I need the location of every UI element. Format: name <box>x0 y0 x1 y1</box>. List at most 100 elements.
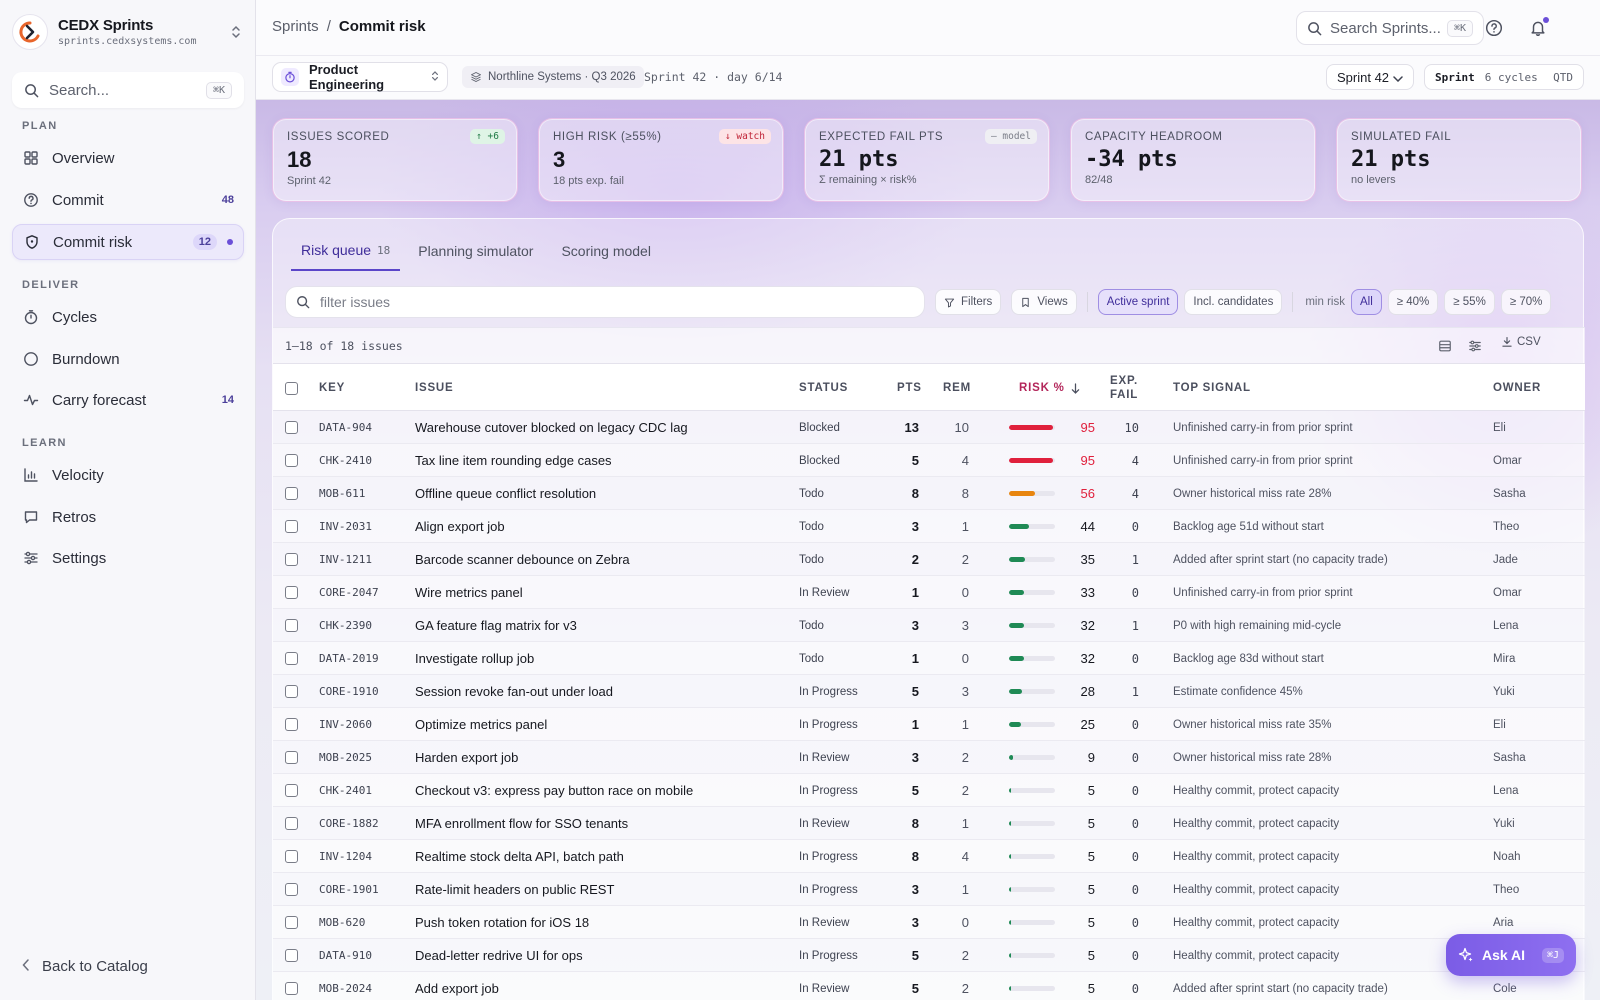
table-row[interactable]: CORE-1882 MFA enrollment flow for SSO ten… <box>273 807 1585 840</box>
table-row[interactable]: CHK-2401 Checkout v3: express pay button … <box>273 774 1585 807</box>
row-checkbox[interactable] <box>285 741 298 774</box>
row-checkbox[interactable] <box>285 609 298 642</box>
col-key[interactable]: KEY <box>319 382 346 394</box>
table-row[interactable]: DATA-904 Warehouse cutover blocked on leg… <box>273 411 1585 444</box>
table-row[interactable]: INV-1211 Barcode scanner debounce on Zebr… <box>273 543 1585 576</box>
issue-title[interactable]: Warehouse cutover blocked on legacy CDC … <box>415 420 688 435</box>
col-status[interactable]: STATUS <box>799 382 849 394</box>
row-checkbox[interactable] <box>285 675 298 708</box>
issue-title[interactable]: Tax line item rounding edge cases <box>415 453 612 468</box>
issue-title[interactable]: Offline queue conflict resolution <box>415 486 597 501</box>
issue-title[interactable]: Session revoke fan-out under load <box>415 684 614 699</box>
risk-chip-40[interactable]: ≥ 40% <box>1387 289 1439 315</box>
active-sprint-toggle[interactable]: Active sprint <box>1097 289 1179 315</box>
issue-key[interactable]: INV-1204 <box>319 850 372 863</box>
risk-chip-55[interactable]: ≥ 55% <box>1444 289 1495 315</box>
issue-title[interactable]: Investigate rollup job <box>415 651 535 666</box>
sidebar-item-cycles[interactable]: Cycles <box>12 299 244 335</box>
row-checkbox[interactable] <box>285 444 298 477</box>
sidebar-item-commit[interactable]: Commit 48 <box>12 182 244 218</box>
issue-key[interactable]: INV-2060 <box>319 718 372 731</box>
risk-chip-70[interactable]: ≥ 70% <box>1500 289 1552 315</box>
sidebar-item-carry-forecast[interactable]: Carry forecast 14 <box>12 382 244 418</box>
table-row[interactable]: CORE-1901 Rate-limit headers on public RE… <box>273 873 1585 906</box>
issue-key[interactable]: DATA-904 <box>319 421 372 434</box>
team-selector[interactable]: Product Engineering <box>272 62 448 92</box>
issue-title[interactable]: Align export job <box>415 519 505 534</box>
col-exp-fail[interactable]: EXP. FAIL <box>1109 364 1139 412</box>
sidebar-item-commit-risk[interactable]: Commit risk 12 <box>12 224 244 260</box>
issue-title[interactable]: Optimize metrics panel <box>415 717 548 732</box>
issue-key[interactable]: DATA-2019 <box>319 652 379 665</box>
row-checkbox[interactable] <box>285 708 298 741</box>
views-button[interactable]: Views <box>1011 289 1077 315</box>
issue-key[interactable]: INV-1211 <box>319 553 372 566</box>
back-to-catalog-link[interactable]: Back to Catalog <box>22 958 148 975</box>
issue-key[interactable]: CORE-1882 <box>319 817 379 830</box>
issue-key[interactable]: CORE-1901 <box>319 883 379 896</box>
row-checkbox[interactable] <box>285 840 298 873</box>
issue-title[interactable]: Push token rotation for iOS 18 <box>415 915 590 930</box>
table-row[interactable]: CHK-2410 Tax line item rounding edge case… <box>273 444 1585 477</box>
table-row[interactable]: DATA-2019 Investigate rollup job Todo 1 0 32 0… <box>273 642 1585 675</box>
col-risk[interactable]: RISK % <box>1019 364 1080 412</box>
issue-key[interactable]: CORE-1910 <box>319 685 379 698</box>
issue-key[interactable]: MOB-611 <box>319 487 366 500</box>
tab-risk-queue[interactable]: Risk queue 18 <box>291 231 401 271</box>
table-row[interactable]: INV-2060 Optimize metrics panel In Progres… <box>273 708 1585 741</box>
risk-chip-all[interactable]: All <box>1350 289 1382 315</box>
col-rem[interactable]: REM <box>943 382 971 394</box>
issue-key[interactable]: CHK-2401 <box>319 784 372 797</box>
row-checkbox[interactable] <box>285 576 298 609</box>
table-row[interactable]: INV-2031 Align export job Todo 3 1 44 0 Backlog… <box>273 510 1585 543</box>
sidebar-item-retros[interactable]: Retros <box>12 499 244 535</box>
issue-title[interactable]: MFA enrollment flow for SSO tenants <box>415 816 629 831</box>
table-row[interactable]: CHK-2390 GA feature flag matrix for v3 Tod… <box>273 609 1585 642</box>
table-row[interactable]: CORE-2047 Wire metrics panel In Review 1 0 33… <box>273 576 1585 609</box>
row-checkbox[interactable] <box>285 906 298 939</box>
incl-candidates-toggle[interactable]: Incl. candidates <box>1184 289 1283 315</box>
row-checkbox[interactable] <box>285 411 298 444</box>
col-pts[interactable]: PTS <box>897 382 922 394</box>
issue-key[interactable]: INV-2031 <box>319 520 372 533</box>
filter-input[interactable]: filter issues <box>285 286 925 318</box>
global-search[interactable]: Search Sprints... ⌘K <box>1296 11 1484 45</box>
issue-title[interactable]: Dead-letter redrive UI for ops <box>415 948 583 963</box>
issue-title[interactable]: Wire metrics panel <box>415 585 523 600</box>
table-row[interactable]: INV-1204 Realtime stock delta API, batch … <box>273 840 1585 873</box>
workspace-switcher[interactable]: CEDX Sprints sprints.cedxsystems.com <box>12 12 244 52</box>
sidebar-item-overview[interactable]: Overview <box>12 140 244 176</box>
sidebar-search[interactable]: Search... ⌘K <box>12 72 244 108</box>
tab-planning-simulator[interactable]: Planning simulator <box>408 231 543 271</box>
row-checkbox[interactable] <box>285 939 298 972</box>
select-all-checkbox[interactable] <box>285 364 298 412</box>
density-icon[interactable] <box>1435 336 1455 356</box>
issue-title[interactable]: GA feature flag matrix for v3 <box>415 618 577 633</box>
sidebar-item-velocity[interactable]: Velocity <box>12 457 244 493</box>
issue-key[interactable]: DATA-910 <box>319 949 372 962</box>
csv-export-button[interactable]: CSV <box>1501 336 1541 348</box>
row-checkbox[interactable] <box>285 774 298 807</box>
row-checkbox[interactable] <box>285 642 298 675</box>
cycle-range-toggle[interactable]: Sprint 6 cycles QTD <box>1424 64 1584 90</box>
table-row[interactable]: MOB-611 Offline queue conflict resolution… <box>273 477 1585 510</box>
table-row[interactable]: MOB-620 Push token rotation for iOS 18 In … <box>273 906 1585 939</box>
ask-ai-button[interactable]: Ask AI ⌘J <box>1446 934 1576 976</box>
issue-title[interactable]: Rate-limit headers on public REST <box>415 882 615 897</box>
table-row[interactable]: CORE-1910 Session revoke fan-out under lo… <box>273 675 1585 708</box>
issue-title[interactable]: Checkout v3: express pay button race on … <box>415 783 694 798</box>
row-checkbox[interactable] <box>285 873 298 906</box>
row-checkbox[interactable] <box>285 510 298 543</box>
issue-title[interactable]: Realtime stock delta API, batch path <box>415 849 624 864</box>
issue-key[interactable]: MOB-620 <box>319 916 366 929</box>
col-top-signal[interactable]: TOP SIGNAL <box>1173 382 1251 394</box>
help-icon[interactable] <box>1484 18 1504 38</box>
issue-title[interactable]: Add export job <box>415 981 499 996</box>
row-checkbox[interactable] <box>285 543 298 576</box>
sidebar-item-settings[interactable]: Settings <box>12 540 244 576</box>
filters-button[interactable]: Filters <box>935 289 1002 315</box>
row-checkbox[interactable] <box>285 477 298 510</box>
sprint-select[interactable]: Sprint 42 <box>1326 64 1414 90</box>
row-checkbox[interactable] <box>285 807 298 840</box>
columns-icon[interactable] <box>1465 336 1485 356</box>
